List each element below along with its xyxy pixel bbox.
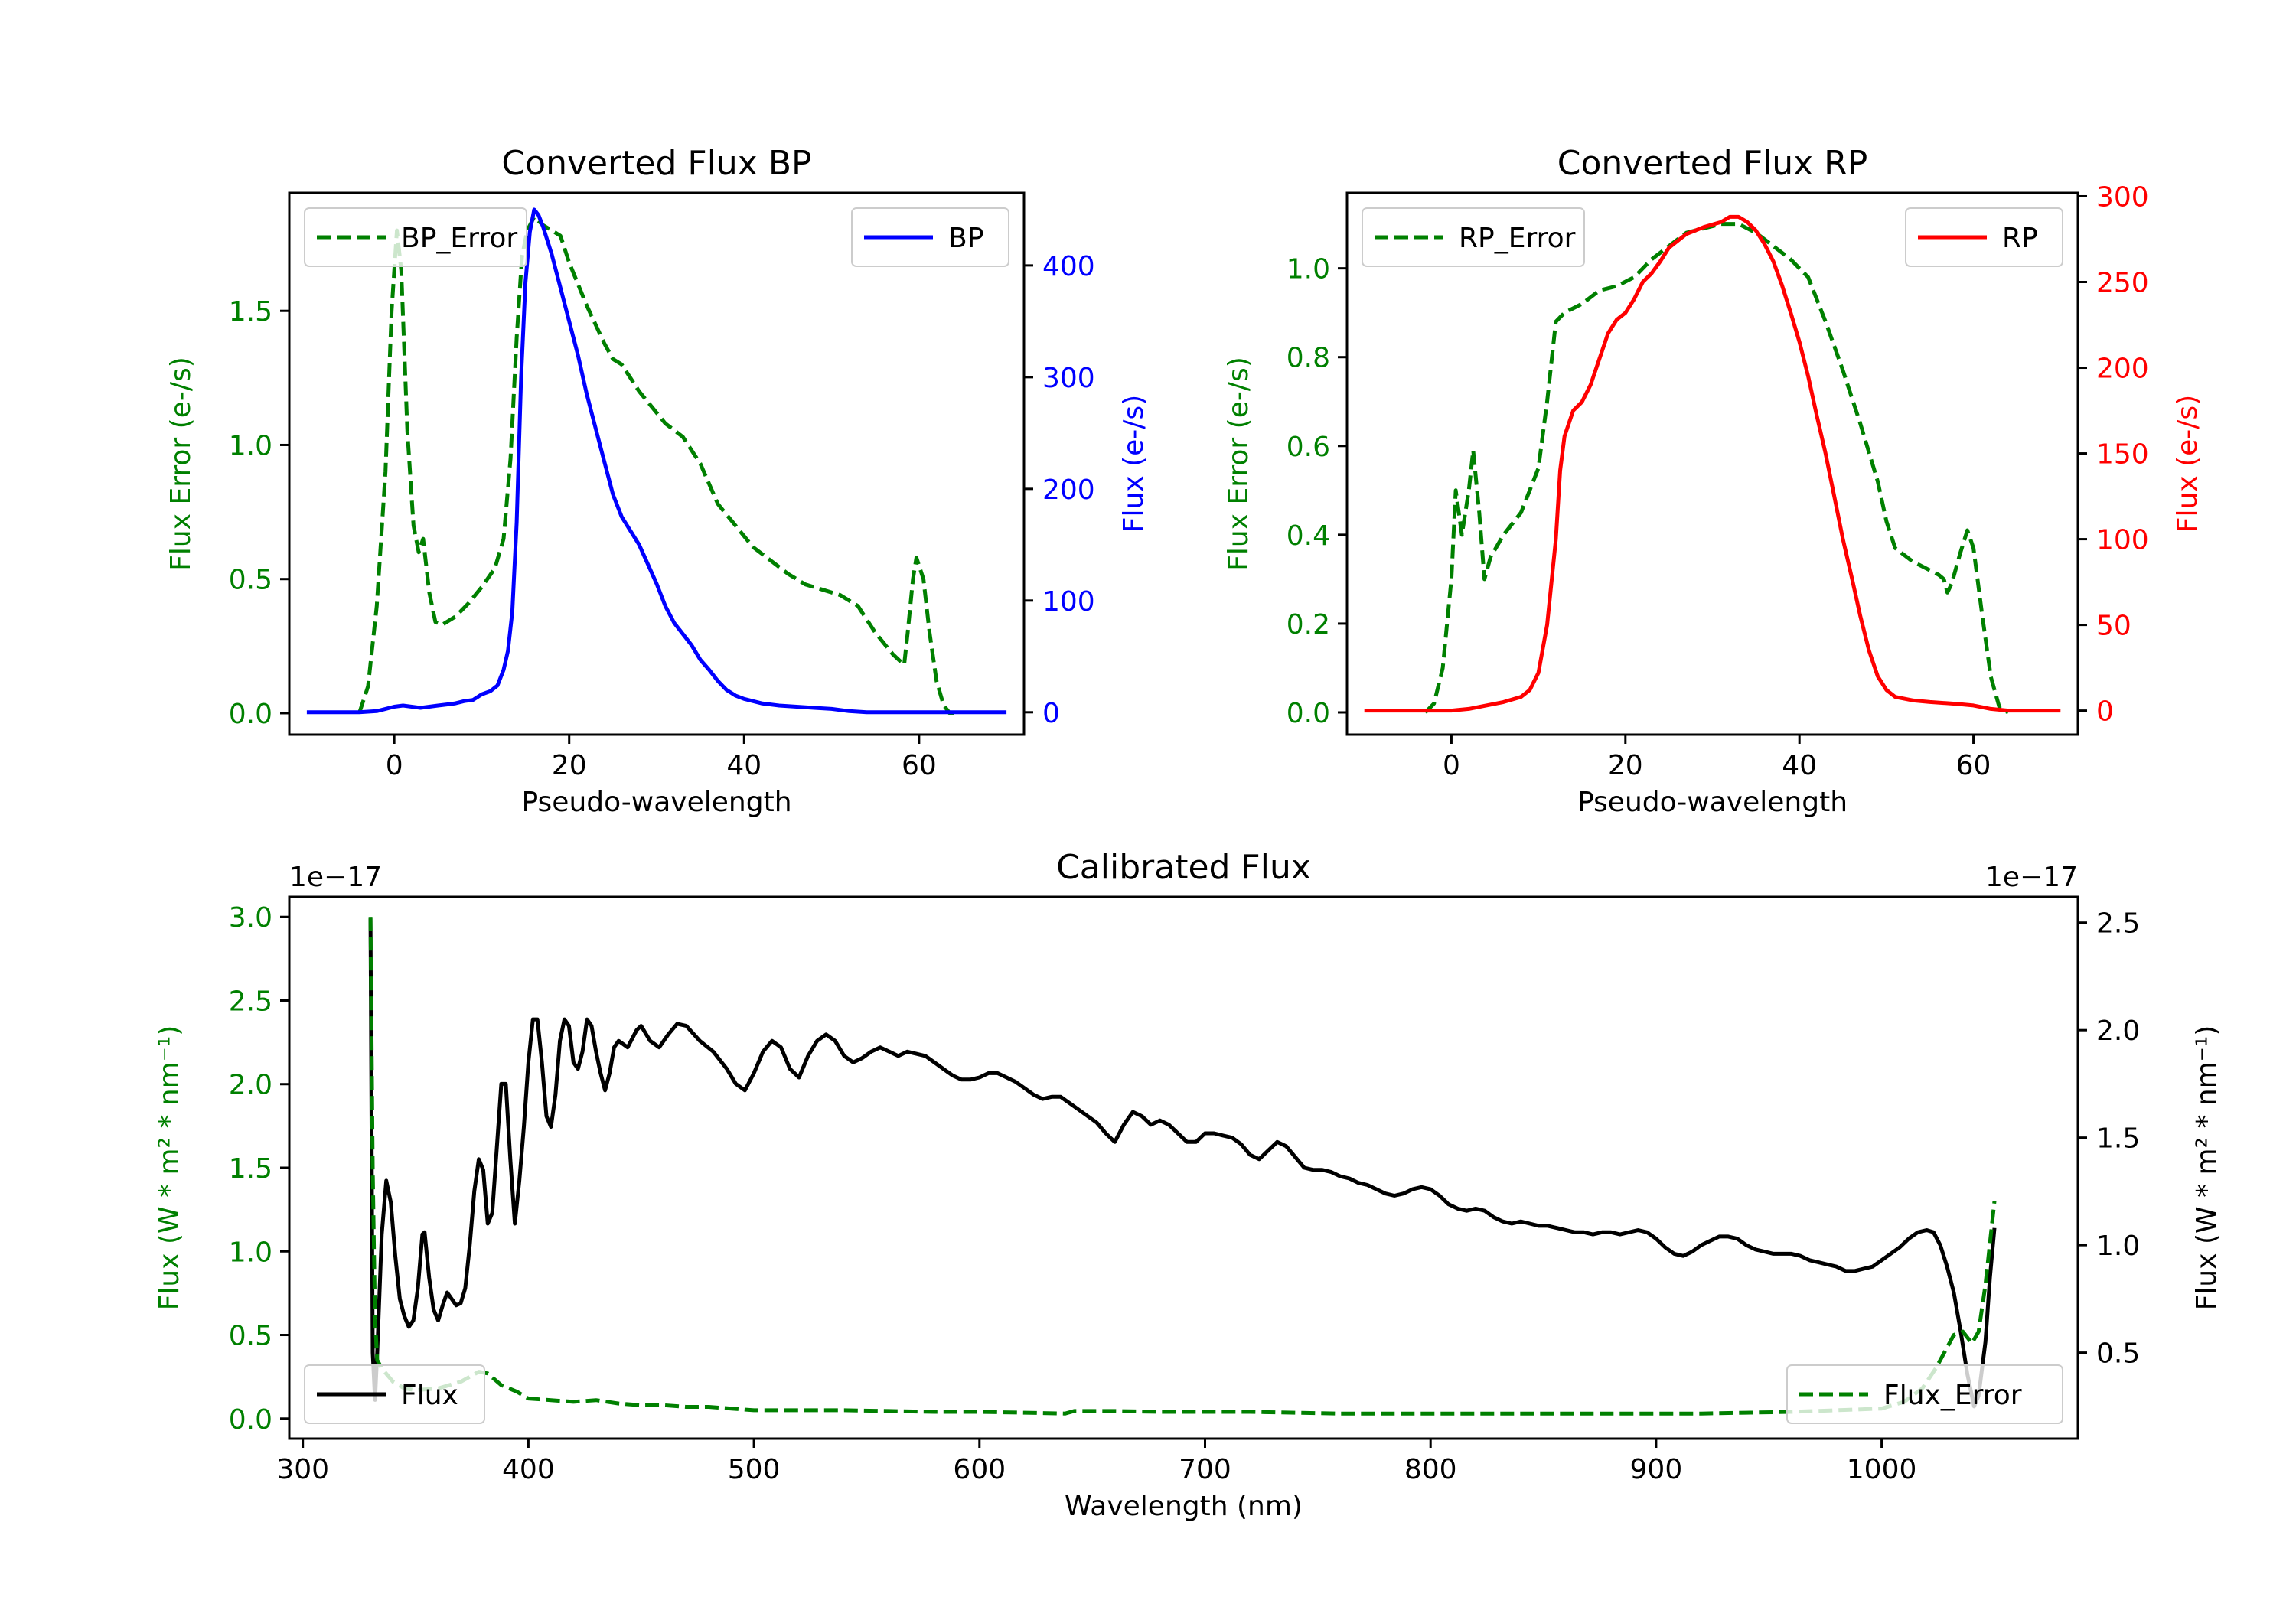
bp-left-y-tick-label: 0.5	[229, 565, 272, 596]
bp-x-tick-label: 60	[902, 750, 937, 781]
calibrated-right-y-axis-label: Flux (W * m² * nm⁻¹)	[2191, 1025, 2223, 1311]
rp-series	[1364, 214, 2061, 715]
calibrated-left-offset-text: 1e−17	[289, 862, 382, 893]
rp-rp-line	[1364, 214, 2061, 713]
bp-left-y-tick-label: 0.0	[229, 699, 272, 730]
rp-x-tick-label: 60	[1956, 750, 1991, 781]
bp-error-legend-label: BP_Error	[401, 223, 517, 254]
bp-left-y-tick-label: 1.0	[229, 430, 272, 461]
bp-axes-frame	[288, 191, 1026, 736]
calibrated-right-y-tick-label: 1.0	[2096, 1231, 2140, 1262]
bp-right-y-tick-label: 200	[1042, 474, 1095, 506]
rp-left-y-tick-label: 0.0	[1287, 698, 1330, 729]
rp-left-y-tick-label: 1.0	[1287, 254, 1330, 285]
flux-error-legend-label: Flux_Error	[1883, 1380, 2022, 1411]
bp-right-y-tick-label: 400	[1042, 251, 1095, 282]
bp-legend-label: BP	[948, 223, 983, 254]
calibrated-x-axis-label: Wavelength (nm)	[1065, 1491, 1303, 1522]
bp-x-tick-label: 20	[552, 750, 587, 781]
calibrated-left-y-axis-label: Flux (W * m² * nm⁻¹)	[154, 1025, 185, 1311]
rp-x-axis-label: Pseudo-wavelength	[1577, 787, 1848, 818]
rp-x-tick-label: 40	[1782, 750, 1817, 781]
bp-series	[306, 207, 1007, 715]
calibrated-flux-chart: Calibrated Flux Wavelength (nm) Flux (W …	[154, 848, 2223, 1522]
calibrated-x-tick-label: 700	[1179, 1454, 1231, 1485]
calibrated-legend-left-box	[304, 1364, 485, 1424]
rp-left-y-tick-label: 0.8	[1287, 343, 1330, 374]
rp-x-tick-label: 20	[1608, 750, 1643, 781]
calibrated-left-y-tick-label: 2.0	[229, 1070, 272, 1101]
bp-legend-left-box	[304, 207, 527, 267]
calibrated-right-y-tick-label: 2.5	[2096, 908, 2140, 940]
calibrated-x-tick-label: 500	[728, 1454, 781, 1485]
bp-right-y-tick-label: 0	[1042, 698, 1060, 729]
rp-left-y-tick-label: 0.6	[1287, 432, 1330, 463]
calibrated-left-y-tick-label: 1.0	[229, 1237, 272, 1268]
bp-right-y-axis-label: Flux (e-/s)	[1118, 395, 1150, 533]
rp-right-y-tick-label: 100	[2096, 525, 2149, 556]
calibrated-left-y-tick-label: 0.5	[229, 1321, 272, 1352]
calibrated-left-y-tick-label: 3.0	[229, 902, 272, 934]
rp-right-y-tick-label: 300	[2096, 181, 2149, 213]
calibrated-right-y-tick-label: 0.5	[2096, 1338, 2140, 1370]
rp-left-y-tick-label: 0.4	[1287, 520, 1330, 552]
bp-left-y-axis-label: Flux Error (e-/s)	[165, 357, 197, 571]
rp-right-y-tick-label: 50	[2096, 611, 2131, 642]
bp-x-axis-label: Pseudo-wavelength	[521, 787, 791, 818]
rp-legend-label: RP	[2002, 223, 2038, 254]
rp-legend-left-box	[1362, 207, 1585, 267]
calibrated-x-tick-label: 300	[276, 1454, 329, 1485]
calibrated-x-tick-label: 600	[953, 1454, 1006, 1485]
bp-right-y-tick-label: 300	[1042, 363, 1095, 394]
bp-x-tick-label: 0	[386, 750, 403, 781]
calibrated-left-y-tick-label: 1.5	[229, 1153, 272, 1185]
calibrated-x-tick-label: 400	[502, 1454, 555, 1485]
bp-bp-error-line	[357, 215, 954, 715]
calibrated-left-y-tick-label: 2.5	[229, 986, 272, 1017]
rp-right-y-tick-label: 250	[2096, 268, 2149, 299]
rp-right-y-tick-label: 150	[2096, 439, 2149, 471]
bp-right-y-tick-label: 100	[1042, 586, 1095, 618]
bp-left-y-tick-label: 1.5	[229, 296, 272, 328]
calibrated-chart-title: Calibrated Flux	[1056, 848, 1311, 887]
rp-axes-frame	[1345, 191, 2079, 736]
calibrated-right-y-tick-label: 1.5	[2096, 1123, 2140, 1155]
bp-chart-title: Converted Flux BP	[501, 144, 811, 183]
rp-right-y-tick-label: 0	[2096, 696, 2114, 728]
flux-legend-label: Flux	[401, 1380, 458, 1411]
bp-x-tick-label: 40	[726, 750, 762, 781]
rp-left-y-tick-label: 0.2	[1287, 609, 1330, 641]
calibrated-right-y-tick-label: 2.0	[2096, 1015, 2140, 1047]
rp-x-tick-label: 0	[1443, 750, 1460, 781]
calibrated-right-offset-text: 1e−17	[1985, 862, 2078, 893]
calibrated-left-y-tick-label: 0.0	[229, 1404, 272, 1436]
bp-bp-line	[306, 207, 1007, 715]
calibrated-x-tick-label: 900	[1630, 1454, 1683, 1485]
rp-chart-title: Converted Flux RP	[1557, 144, 1868, 183]
rp-right-y-axis-label: Flux (e-/s)	[2172, 395, 2203, 533]
calibrated-x-tick-label: 1000	[1847, 1454, 1917, 1485]
calibrated-legend-right-box	[1786, 1364, 2063, 1424]
rp-chart: Converted Flux RP Pseudo-wavelength Flux…	[1223, 144, 2203, 818]
rp-error-legend-label: RP_Error	[1459, 223, 1576, 254]
rp-left-y-axis-label: Flux Error (e-/s)	[1223, 357, 1254, 571]
calibrated-flux-line	[368, 918, 1997, 1409]
calibrated-x-tick-label: 800	[1404, 1454, 1457, 1485]
rp-right-y-tick-label: 200	[2096, 354, 2149, 385]
bp-chart: Converted Flux BP Pseudo-wavelength Flux…	[165, 144, 1150, 818]
